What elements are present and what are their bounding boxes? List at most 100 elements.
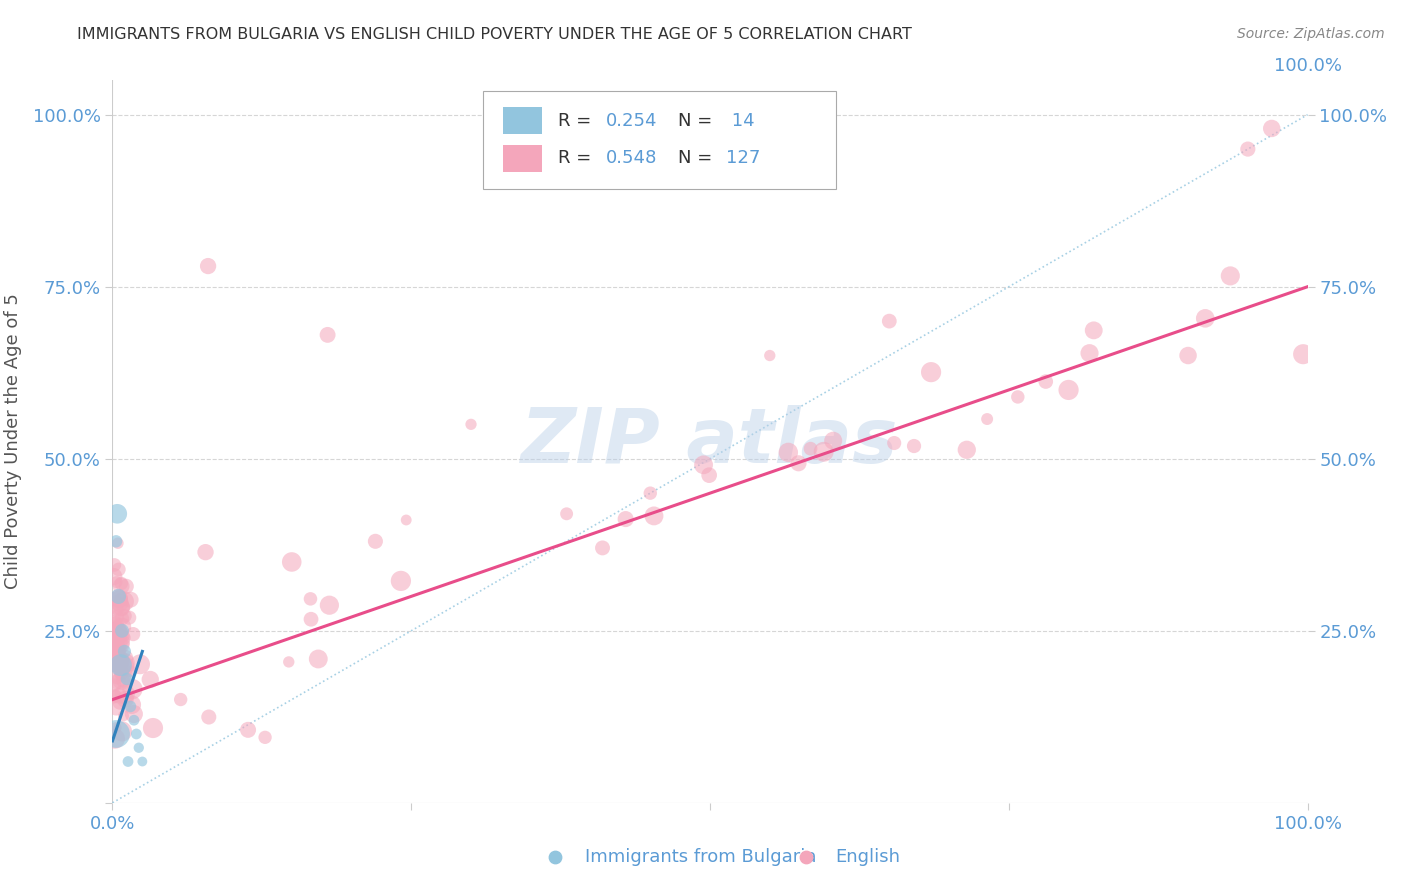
Point <box>105 507 128 521</box>
Point <box>125 727 148 741</box>
Point <box>122 627 145 641</box>
Point <box>103 689 125 703</box>
Point <box>121 682 143 697</box>
Point <box>692 458 714 472</box>
Point <box>107 591 129 606</box>
Point <box>104 731 127 746</box>
Point <box>395 513 418 527</box>
Point <box>104 657 127 672</box>
Point <box>794 847 817 862</box>
Point <box>197 259 219 273</box>
Point <box>103 639 125 653</box>
Point <box>120 664 142 678</box>
Point <box>110 630 132 644</box>
Point <box>277 655 299 669</box>
Point <box>903 439 925 453</box>
Point <box>111 635 134 649</box>
Point <box>108 689 131 703</box>
Point <box>883 436 905 450</box>
Point <box>122 706 145 721</box>
Point <box>364 534 387 549</box>
Point <box>1219 268 1241 283</box>
Point <box>236 723 259 737</box>
Point <box>614 512 637 526</box>
Text: N =: N = <box>678 112 717 129</box>
Point <box>389 574 412 588</box>
Point <box>920 365 942 379</box>
Text: Immigrants from Bulgaria: Immigrants from Bulgaria <box>585 848 815 866</box>
Point <box>107 624 129 638</box>
Point <box>1057 383 1080 397</box>
Point <box>108 696 131 710</box>
Point <box>105 721 128 735</box>
Point <box>956 442 979 457</box>
Point <box>103 637 125 651</box>
Point <box>103 678 125 692</box>
Text: 14: 14 <box>725 112 754 129</box>
Point <box>823 434 845 448</box>
Point <box>111 673 134 688</box>
Point <box>787 456 810 470</box>
Point <box>169 692 191 706</box>
Point <box>103 569 125 583</box>
Point <box>105 575 128 590</box>
Point <box>118 610 141 624</box>
Point <box>103 558 125 572</box>
Point <box>115 579 138 593</box>
Point <box>105 628 128 642</box>
Point <box>104 659 127 673</box>
Text: R =: R = <box>558 149 598 168</box>
Point <box>115 672 138 686</box>
Point <box>107 562 129 576</box>
Point <box>107 632 129 646</box>
Point <box>120 699 142 714</box>
Point <box>110 576 132 591</box>
Point <box>299 612 322 626</box>
Point <box>114 644 135 658</box>
Point <box>111 620 134 634</box>
FancyBboxPatch shape <box>484 91 835 189</box>
Point <box>879 314 901 328</box>
Point <box>105 727 128 741</box>
Point <box>112 629 135 643</box>
Point <box>104 689 127 703</box>
Point <box>194 545 217 559</box>
Point <box>121 698 143 712</box>
Point <box>108 596 131 610</box>
Point <box>108 641 131 656</box>
Point <box>105 534 128 549</box>
Point <box>281 555 304 569</box>
Point <box>103 624 125 638</box>
Point <box>555 507 578 521</box>
Point <box>108 655 131 669</box>
Point <box>307 652 329 666</box>
Point <box>105 672 128 686</box>
Point <box>197 710 219 724</box>
Point <box>111 624 134 638</box>
Point <box>142 721 165 735</box>
Point <box>111 724 134 739</box>
Point <box>1035 375 1057 389</box>
Point <box>112 673 135 688</box>
Point <box>105 610 128 624</box>
Point <box>114 692 136 706</box>
Point <box>1237 142 1260 156</box>
Text: R =: R = <box>558 112 598 129</box>
Point <box>103 633 125 648</box>
Point <box>107 536 129 550</box>
Point <box>114 651 136 665</box>
Point <box>1078 346 1101 360</box>
Text: English: English <box>835 848 900 866</box>
Point <box>104 658 127 673</box>
Point <box>643 508 665 523</box>
Text: IMMIGRANTS FROM BULGARIA VS ENGLISH CHILD POVERTY UNDER THE AGE OF 5 CORRELATION: IMMIGRANTS FROM BULGARIA VS ENGLISH CHIL… <box>77 27 912 42</box>
Point <box>131 755 153 769</box>
Point <box>105 602 128 616</box>
Text: ZIP atlas: ZIP atlas <box>522 405 898 478</box>
Point <box>640 486 662 500</box>
Point <box>122 713 145 727</box>
Point <box>107 626 129 640</box>
Point <box>139 673 162 687</box>
Point <box>543 847 565 862</box>
Point <box>108 591 131 606</box>
